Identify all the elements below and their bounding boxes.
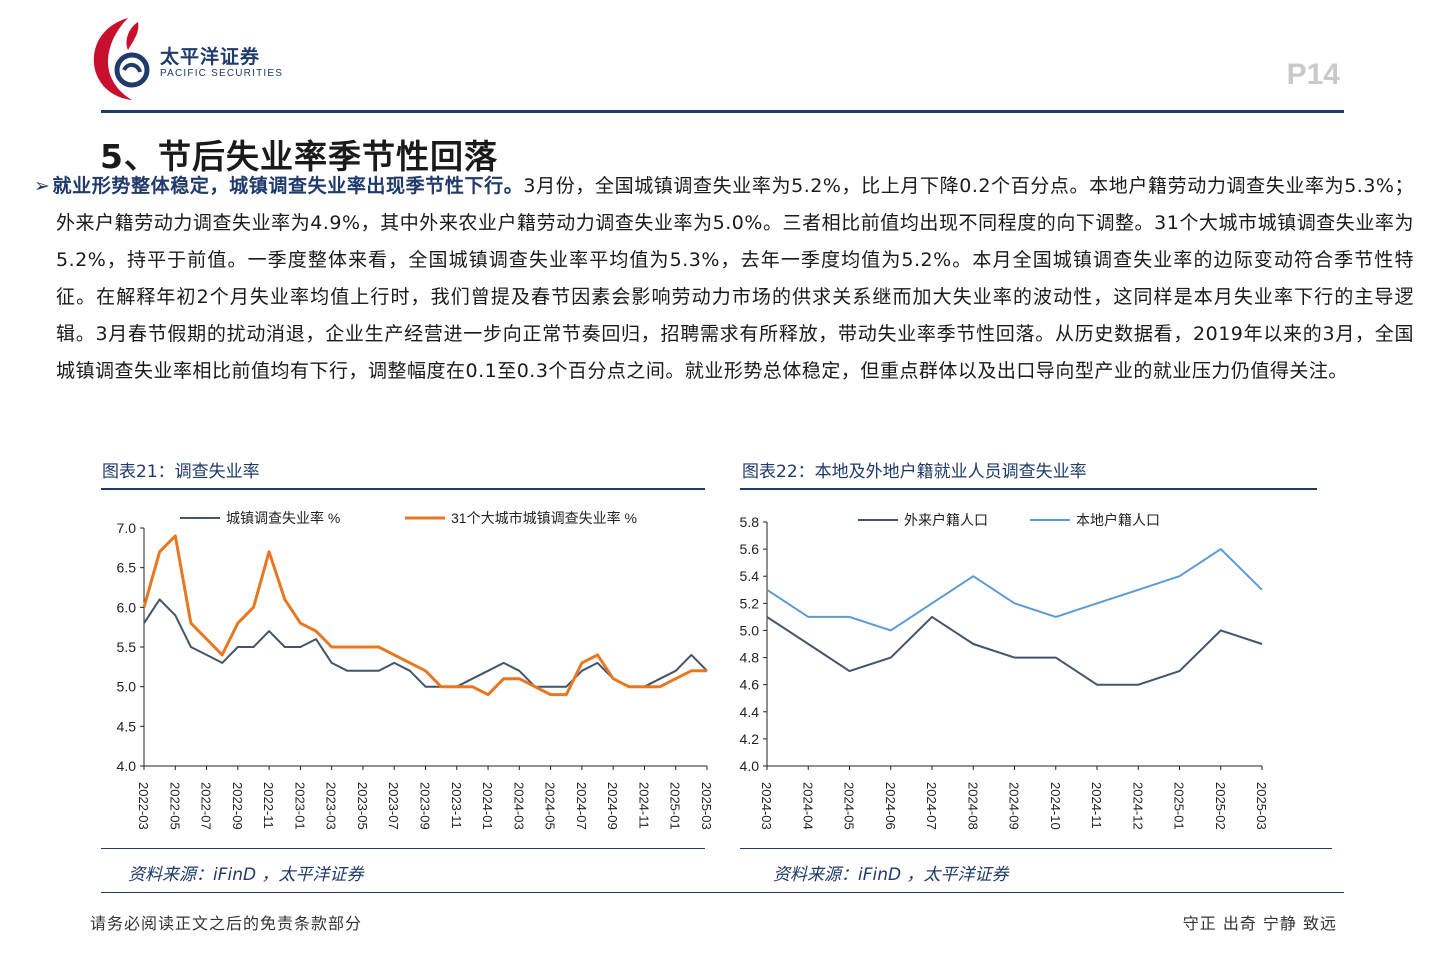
fig21-x-tick-label: 2023-01 bbox=[292, 782, 307, 830]
fig21-x-tick-label: 2024-07 bbox=[574, 782, 589, 830]
fig22-y-tick-label: 5.0 bbox=[740, 622, 760, 638]
footer-motto: 守正 出奇 宁静 致远 bbox=[1182, 914, 1337, 933]
figure22-title-rule bbox=[740, 488, 1317, 490]
company-logo bbox=[88, 14, 288, 104]
body-paragraph: ➢ 就业形势整体稳定，城镇调查失业率出现季节性下行。3月份，全国城镇调查失业率为5… bbox=[34, 168, 1414, 390]
figure21-source-rule bbox=[101, 848, 705, 849]
fig21-y-tick-label: 4.0 bbox=[117, 758, 137, 774]
fig21-x-tick-label: 2022-03 bbox=[136, 782, 151, 830]
figure22-title: 图表22：本地及外地户籍就业人员调查失业率 bbox=[742, 462, 1087, 482]
fig21-x-tick-label: 2023-03 bbox=[324, 782, 339, 830]
fig22-y-tick-label: 4.4 bbox=[740, 704, 760, 720]
fig21-x-tick-label: 2024-05 bbox=[543, 782, 558, 830]
fig22-x-tick-label: 2024-09 bbox=[1007, 782, 1022, 830]
company-name-en: PACIFIC SECURITIES bbox=[160, 68, 284, 79]
fig21-y-tick-label: 4.5 bbox=[117, 718, 137, 734]
fig21-legend-label-1: 城镇调查失业率 % bbox=[226, 510, 340, 526]
fig22-x-tick-label: 2024-07 bbox=[924, 782, 939, 830]
fig22-y-tick-label: 4.6 bbox=[740, 677, 760, 693]
fig22-x-tick-label: 2024-11 bbox=[1089, 782, 1104, 829]
fig21-x-tick-label: 2024-03 bbox=[511, 782, 526, 830]
fig21-x-tick-label: 2025-03 bbox=[699, 782, 714, 830]
fig22-y-tick-label: 5.2 bbox=[740, 595, 760, 611]
fig21-legend-label-2: 31个大城市城镇调查失业率 % bbox=[451, 510, 637, 526]
fig22-y-tick-label: 5.8 bbox=[740, 514, 760, 530]
fig22-x-tick-label: 2025-01 bbox=[1172, 782, 1187, 830]
fig21-x-tick-label: 2023-05 bbox=[355, 782, 370, 830]
figure22-source-rule bbox=[740, 848, 1332, 849]
figure22-source: 资料来源：iFinD ，太平洋证券 bbox=[773, 865, 1009, 885]
fig22-series-line-1 bbox=[766, 615, 1263, 686]
fig22-y-tick-label: 4.2 bbox=[740, 731, 760, 747]
fig22-y-tick-label: 4.0 bbox=[740, 758, 760, 774]
figure21-title: 图表21：调查失业率 bbox=[102, 462, 260, 482]
fig22-legend-label-1: 外来户籍人口 bbox=[904, 512, 988, 528]
page-number: P14 bbox=[1286, 58, 1340, 91]
fig21-x-tick-label: 2024-09 bbox=[605, 782, 620, 830]
bullet-arrow-icon: ➢ bbox=[34, 175, 51, 197]
fig21-x-tick-label: 2023-09 bbox=[418, 782, 433, 830]
fig21-x-tick-label: 2023-07 bbox=[386, 782, 401, 830]
fig22-y-tick-label: 5.4 bbox=[740, 568, 760, 584]
lead-sentence: 就业形势整体稳定，城镇调查失业率出现季节性下行。 bbox=[52, 175, 524, 197]
fig21-x-tick-label: 2023-11 bbox=[449, 782, 464, 829]
fig22-x-tick-label: 2024-10 bbox=[1048, 782, 1063, 830]
fig21-y-tick-label: 7.0 bbox=[117, 520, 137, 536]
footer-divider bbox=[101, 892, 1344, 893]
header-divider bbox=[101, 110, 1344, 113]
fig21-x-tick-label: 2022-09 bbox=[230, 782, 245, 830]
fig21-x-tick-label: 2025-01 bbox=[668, 782, 683, 830]
fig22-legend-label-2: 本地户籍人口 bbox=[1076, 512, 1160, 528]
fig21-x-tick-label: 2024-11 bbox=[636, 782, 651, 829]
fig22-x-tick-label: 2025-02 bbox=[1213, 782, 1228, 830]
fig21-y-tick-label: 6.5 bbox=[117, 560, 137, 576]
fig22-x-tick-label: 2025-03 bbox=[1254, 782, 1269, 830]
fig22-series-line-2 bbox=[766, 548, 1263, 632]
fig21-y-tick-label: 5.5 bbox=[117, 639, 137, 655]
fig22-x-tick-label: 2024-05 bbox=[842, 782, 857, 830]
fig21-y-tick-label: 5.0 bbox=[117, 679, 137, 695]
fig21-y-tick-label: 6.0 bbox=[117, 599, 137, 615]
fig22-x-tick-label: 2024-12 bbox=[1130, 782, 1145, 830]
fig21-x-tick-label: 2022-05 bbox=[167, 782, 182, 830]
fig22-x-tick-label: 2024-04 bbox=[800, 782, 815, 830]
fig21-x-tick-label: 2022-11 bbox=[261, 782, 276, 829]
figure22-chart: 5.8 5.6 5.4 5.2 5.0 4.8 4.6 4.4 4.2 4.0 2024-03 202… bbox=[740, 512, 1269, 830]
fig22-x-tick-label: 2024-06 bbox=[883, 782, 898, 830]
fig21-x-tick-label: 2024-01 bbox=[480, 782, 495, 830]
body-text: 3月份，全国城镇调查失业率为5.2%，比上月下降0.2个百分点。本地户籍劳动力调… bbox=[56, 175, 1414, 382]
fig22-y-tick-label: 4.8 bbox=[740, 650, 760, 666]
logo-mark-icon bbox=[93, 18, 150, 100]
figure21-chart: 7.0 6.5 6.0 5.5 5.0 4.5 4.0 2022-03 2022-05 2022-… bbox=[117, 510, 714, 830]
fig22-x-tick-label: 2024-03 bbox=[759, 782, 774, 830]
figure21-title-rule bbox=[101, 488, 705, 490]
fig21-x-tick-label: 2022-07 bbox=[199, 782, 214, 830]
company-name-cn: 太平洋证券 bbox=[160, 46, 261, 68]
section-title: 5、节后失业率季节性回落 bbox=[100, 137, 498, 176]
fig22-x-tick-label: 2024-08 bbox=[965, 782, 980, 830]
figure21-source: 资料来源：iFinD ，太平洋证券 bbox=[128, 865, 364, 885]
footer-disclaimer: 请务必阅读正文之后的免责条款部分 bbox=[90, 914, 363, 933]
fig22-y-tick-label: 5.6 bbox=[740, 541, 760, 557]
